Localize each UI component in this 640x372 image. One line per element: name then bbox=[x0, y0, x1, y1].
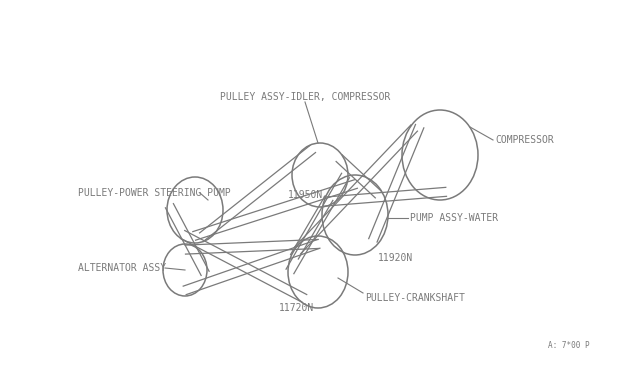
Text: ALTERNATOR ASSY: ALTERNATOR ASSY bbox=[78, 263, 166, 273]
Text: PULLEY ASSY-IDLER, COMPRESSOR: PULLEY ASSY-IDLER, COMPRESSOR bbox=[220, 92, 390, 102]
Text: PULLEY-CRANKSHAFT: PULLEY-CRANKSHAFT bbox=[365, 293, 465, 303]
Text: 11920N: 11920N bbox=[378, 253, 413, 263]
Text: A: 7*00 P: A: 7*00 P bbox=[548, 341, 590, 350]
Text: PULLEY-POWER STEERING PUMP: PULLEY-POWER STEERING PUMP bbox=[78, 188, 231, 198]
Text: COMPRESSOR: COMPRESSOR bbox=[495, 135, 554, 145]
Text: PUMP ASSY-WATER: PUMP ASSY-WATER bbox=[410, 213, 498, 223]
Text: 11950N: 11950N bbox=[287, 190, 323, 200]
Text: 11720N: 11720N bbox=[278, 303, 314, 313]
